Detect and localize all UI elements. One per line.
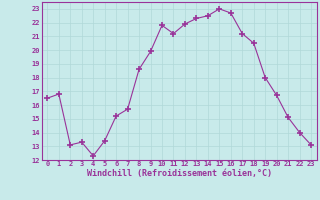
X-axis label: Windchill (Refroidissement éolien,°C): Windchill (Refroidissement éolien,°C) <box>87 169 272 178</box>
